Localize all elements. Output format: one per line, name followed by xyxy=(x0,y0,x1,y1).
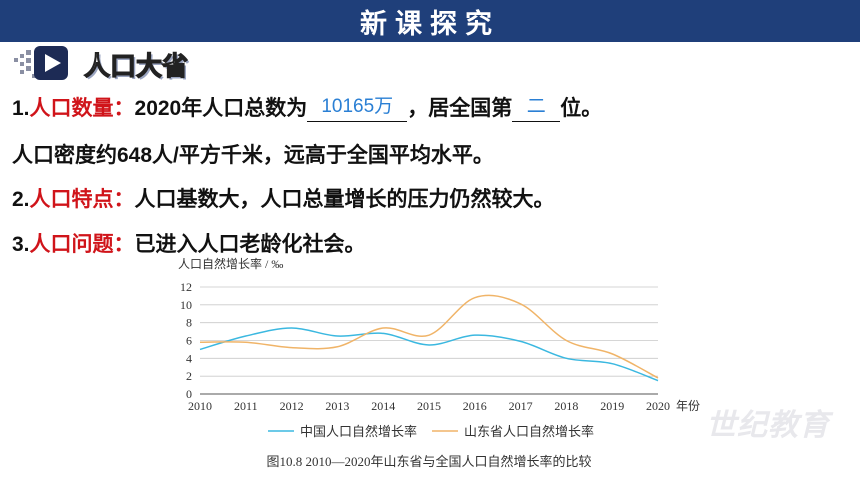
chart-caption: 图10.8 2010—2020年山东省与全国人口自然增长率的比较 xyxy=(266,454,591,469)
y-tick-label: 10 xyxy=(180,298,192,312)
x-tick-label: 2019 xyxy=(600,399,624,413)
answer-population: 10165万 xyxy=(321,96,394,117)
section-title: 人口大省 xyxy=(83,50,189,81)
x-tick-label: 2016 xyxy=(463,399,487,413)
item-text: 2020年人口总数为 xyxy=(134,97,308,120)
y-tick-label: 4 xyxy=(186,351,192,365)
x-axis-label: 年份 xyxy=(676,399,700,413)
item-text: 人口密度约648人/平方千米，远高于全国平均水平。 xyxy=(12,144,494,167)
y-tick-label: 8 xyxy=(186,316,192,330)
answer-rank: 二 xyxy=(526,96,546,117)
y-tick-label: 0 xyxy=(186,387,192,401)
x-tick-label: 2012 xyxy=(280,399,304,413)
item-text-mid: ，居全国第 xyxy=(407,97,513,120)
item-key: 人口特点： xyxy=(29,188,135,211)
item-key: 人口问题： xyxy=(29,233,135,256)
x-tick-label: 2013 xyxy=(325,399,349,413)
x-tick-label: 2010 xyxy=(188,399,212,413)
series-line-shandong xyxy=(199,294,659,379)
line-population-problem: 3.人口问题：已进入人口老龄化社会。 xyxy=(12,228,366,258)
item-text: 已进入人口老龄化社会。 xyxy=(134,233,366,256)
header-title: 新课探究 xyxy=(360,8,500,39)
item-text: 人口基数大，人口总量增长的压力仍然较大。 xyxy=(134,188,555,211)
series-line-china xyxy=(199,327,659,382)
x-tick-label: 2017 xyxy=(509,399,533,413)
item-number: 3. xyxy=(12,233,30,256)
line-population-density: 人口密度约648人/平方千米，远高于全国平均水平。 xyxy=(12,139,494,169)
play-icon xyxy=(12,44,78,84)
y-tick-label: 12 xyxy=(180,280,192,294)
y-axis-label: 人口自然增长率 / ‰ xyxy=(178,256,283,271)
answer-blank-population[interactable]: 10165万 xyxy=(307,96,408,122)
y-tick-label: 6 xyxy=(186,334,192,348)
x-tick-label: 2018 xyxy=(554,399,578,413)
item-text-end: 位。 xyxy=(560,97,603,120)
legend-label: 山东省人口自然增长率 xyxy=(464,424,594,439)
x-tick-label: 2015 xyxy=(417,399,441,413)
y-tick-label: 2 xyxy=(186,369,192,383)
x-tick-label: 2011 xyxy=(234,399,258,413)
item-number: 2. xyxy=(12,188,30,211)
line-population-count: 1.人口数量：2020年人口总数为 10165万 ，居全国第二位。 xyxy=(12,92,602,122)
x-tick-label: 2014 xyxy=(371,399,395,413)
header-bar: 新课探究 xyxy=(0,0,860,42)
item-key: 人口数量： xyxy=(29,97,135,120)
section-heading: 人口大省 xyxy=(12,44,189,84)
legend-label: 中国人口自然增长率 xyxy=(300,424,417,439)
line-population-features: 2.人口特点：人口基数大，人口总量增长的压力仍然较大。 xyxy=(12,183,555,213)
watermark-logo: 世纪教育 xyxy=(706,409,830,442)
item-number: 1. xyxy=(12,97,30,120)
x-tick-label: 2020 xyxy=(646,399,670,413)
answer-blank-rank[interactable]: 二 xyxy=(512,96,561,122)
